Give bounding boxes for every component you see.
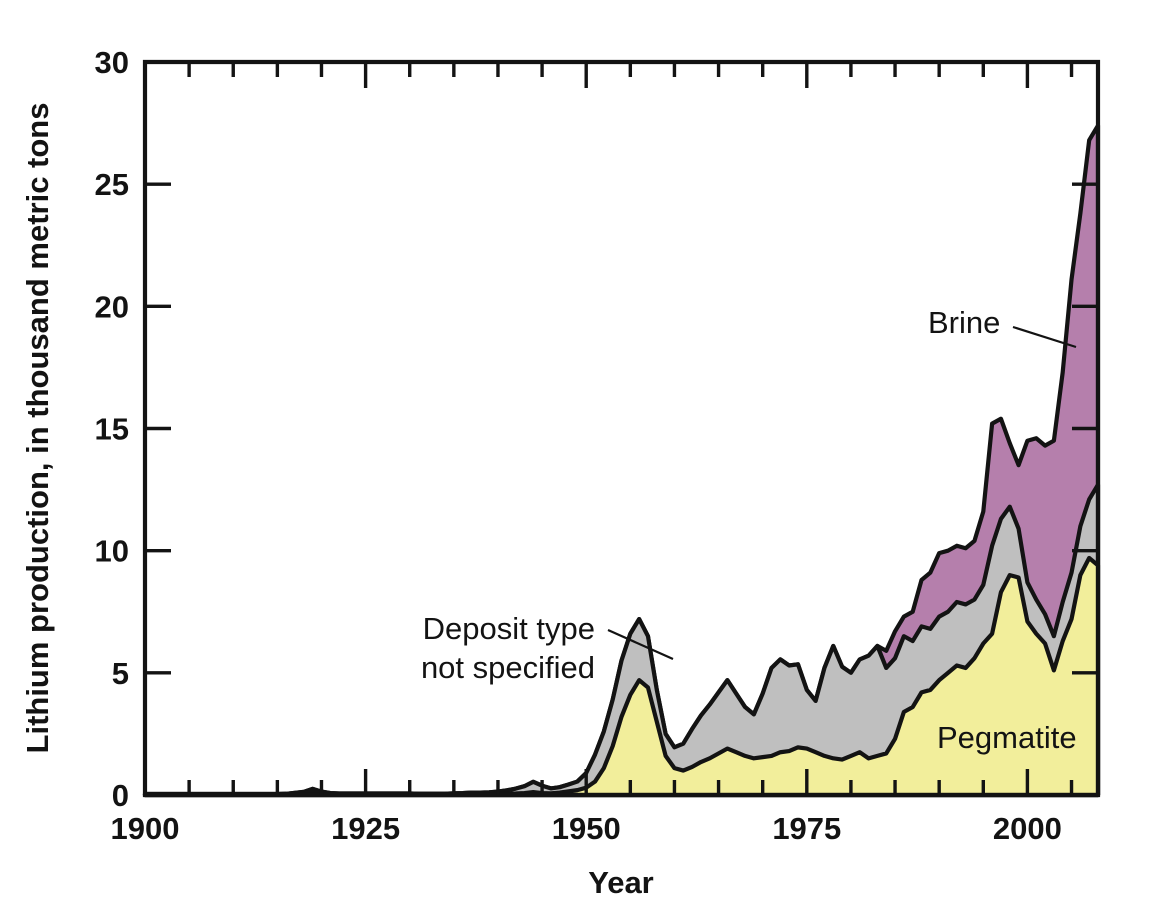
annotation-pegmatite: Pegmatite [937, 720, 1077, 755]
y-tick-label-20: 20 [95, 289, 129, 324]
x-tick-label-1925: 1925 [331, 811, 400, 846]
y-tick-label-10: 10 [95, 534, 129, 569]
x-tick-label-2000: 2000 [993, 811, 1062, 846]
deposit-type-label-line2: not specified [421, 650, 595, 685]
x-tick-label-1975: 1975 [772, 811, 841, 846]
pegmatite-label: Pegmatite [937, 720, 1077, 755]
y-axis-ticks-right [1072, 182, 1098, 675]
stacked-areas-group [142, 123, 1101, 798]
annotation-brine: Brine [928, 305, 1077, 349]
x-tick-label-1900: 1900 [111, 811, 180, 846]
y-tick-label-0: 0 [112, 778, 129, 813]
area-pegmatite [142, 555, 1101, 798]
deposit-type-label-line1: Deposit type [423, 611, 595, 646]
brine-label: Brine [928, 305, 1000, 340]
x-axis-tick-labels: 1900 1925 1950 1975 2000 [111, 811, 1062, 846]
x-axis-ticks-top [143, 62, 1074, 88]
y-tick-label-5: 5 [112, 656, 129, 691]
brine-leader-line [1012, 325, 1077, 349]
y-axis-tick-labels: 0 5 10 15 20 25 30 [95, 45, 129, 813]
x-axis-ticks-bottom [143, 769, 1074, 795]
y-tick-label-25: 25 [95, 167, 129, 202]
y-tick-label-30: 30 [95, 45, 129, 80]
y-tick-label-15: 15 [95, 412, 129, 447]
deposit-type-leader-line [607, 628, 674, 661]
x-axis-title: Year [588, 865, 654, 900]
x-tick-label-1950: 1950 [552, 811, 621, 846]
y-axis-title: Lithium production, in thousand metric t… [20, 103, 55, 754]
annotation-deposit-type-not-specified: Deposit type not specified [421, 611, 674, 685]
y-axis-ticks-left [145, 182, 171, 675]
